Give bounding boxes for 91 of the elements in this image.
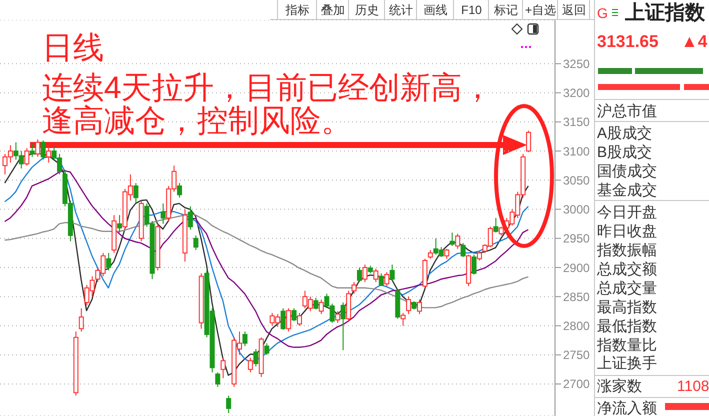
candlestick bbox=[390, 264, 395, 281]
candlestick bbox=[472, 254, 477, 275]
candlestick bbox=[193, 234, 198, 251]
candlestick bbox=[362, 264, 368, 283]
text: 基金成交 bbox=[597, 182, 657, 199]
y-tick-label: 2850 bbox=[563, 290, 590, 304]
candlestick bbox=[493, 218, 498, 234]
candlestick bbox=[318, 299, 324, 315]
candlestick bbox=[444, 248, 450, 260]
candlestick bbox=[188, 206, 193, 230]
text: 国债成交 bbox=[597, 163, 657, 180]
text: 昨日收盘 bbox=[597, 223, 657, 240]
y-tick-label: 3050 bbox=[563, 173, 590, 188]
text: 指数量比 bbox=[597, 337, 657, 354]
candlestick bbox=[106, 252, 112, 271]
text: 历史 bbox=[354, 2, 380, 18]
y-tick-label: 3100 bbox=[563, 144, 590, 158]
candlestick bbox=[35, 138, 40, 158]
candlestick bbox=[335, 310, 340, 324]
candlestick bbox=[313, 297, 318, 310]
text: 画线 bbox=[422, 2, 448, 18]
text: 最高指数 bbox=[597, 299, 657, 316]
text: 指标 bbox=[284, 2, 310, 18]
candlestick bbox=[340, 302, 346, 351]
candlestick bbox=[406, 296, 412, 315]
candlestick bbox=[226, 395, 232, 414]
candlestick bbox=[455, 233, 460, 250]
text: 1108 bbox=[677, 378, 709, 395]
text: 指数振幅 bbox=[597, 242, 657, 259]
candlestick bbox=[46, 148, 52, 164]
candlestick bbox=[450, 232, 455, 246]
candlestick bbox=[160, 202, 166, 224]
text: 总成交量 bbox=[597, 280, 657, 297]
candlestick bbox=[177, 182, 182, 198]
annotation: 逢高减仓，控制风险。 bbox=[42, 103, 352, 138]
candlestick bbox=[30, 144, 35, 158]
text: 沪总市值 bbox=[597, 103, 657, 120]
candlestick bbox=[526, 130, 532, 153]
y-tick-label: 2750 bbox=[563, 348, 590, 362]
candlestick bbox=[133, 182, 138, 204]
candlestick bbox=[384, 272, 390, 287]
candlestick bbox=[248, 357, 253, 373]
candlestick bbox=[242, 331, 248, 347]
candlestick bbox=[280, 308, 286, 330]
text: 返回 bbox=[561, 2, 587, 18]
candlestick bbox=[264, 342, 270, 356]
text: 今日开盘 bbox=[597, 204, 657, 221]
candlestick bbox=[220, 357, 226, 379]
text: +自选 bbox=[524, 2, 557, 18]
text: 总成交额 bbox=[597, 261, 657, 278]
y-tick-label: 3250 bbox=[563, 56, 590, 71]
candlestick bbox=[378, 272, 384, 287]
candlestick bbox=[476, 250, 482, 262]
text: ▲4 bbox=[681, 32, 708, 51]
text: 叠加 bbox=[320, 2, 346, 18]
text: 3131.65 bbox=[597, 32, 658, 51]
y-tick-label: 2950 bbox=[563, 232, 590, 246]
candlestick bbox=[296, 312, 302, 326]
candlestick bbox=[373, 268, 378, 283]
y-tick-label: 3000 bbox=[563, 202, 590, 217]
y-tick-label: 2700 bbox=[563, 377, 590, 392]
text: B股成交 bbox=[597, 144, 652, 161]
annotation: 日线 bbox=[42, 30, 104, 65]
candlestick bbox=[215, 372, 220, 388]
y-tick-label: 2800 bbox=[563, 318, 590, 333]
candlestick bbox=[40, 140, 46, 160]
candlestick bbox=[356, 267, 362, 283]
annotation: 连续4天拉升，目前已经创新高， bbox=[42, 70, 494, 105]
text: 统计 bbox=[388, 2, 414, 18]
text: F10 bbox=[460, 2, 483, 18]
candlestick bbox=[117, 214, 122, 234]
candlestick bbox=[286, 308, 292, 332]
text: 上证指数 bbox=[625, 2, 705, 24]
candlestick bbox=[78, 308, 84, 332]
text: 净流入额 bbox=[597, 400, 657, 416]
candlestick bbox=[292, 308, 297, 322]
candlestick bbox=[416, 299, 422, 315]
y-tick-label: 2900 bbox=[563, 260, 590, 275]
candlestick bbox=[24, 148, 30, 166]
candlestick bbox=[460, 242, 466, 258]
text: 涨家数 bbox=[597, 378, 642, 395]
text: 最低指数 bbox=[597, 318, 657, 335]
text: 上证换手 bbox=[597, 355, 657, 372]
candlestick bbox=[253, 348, 258, 367]
y-tick-label: 3200 bbox=[563, 86, 590, 100]
text: 标记 bbox=[493, 2, 519, 18]
candlestick bbox=[400, 312, 406, 326]
y-tick-label: 3150 bbox=[563, 115, 590, 130]
candlestick bbox=[352, 282, 357, 294]
text: A股成交 bbox=[597, 125, 652, 142]
text: G bbox=[597, 5, 608, 21]
